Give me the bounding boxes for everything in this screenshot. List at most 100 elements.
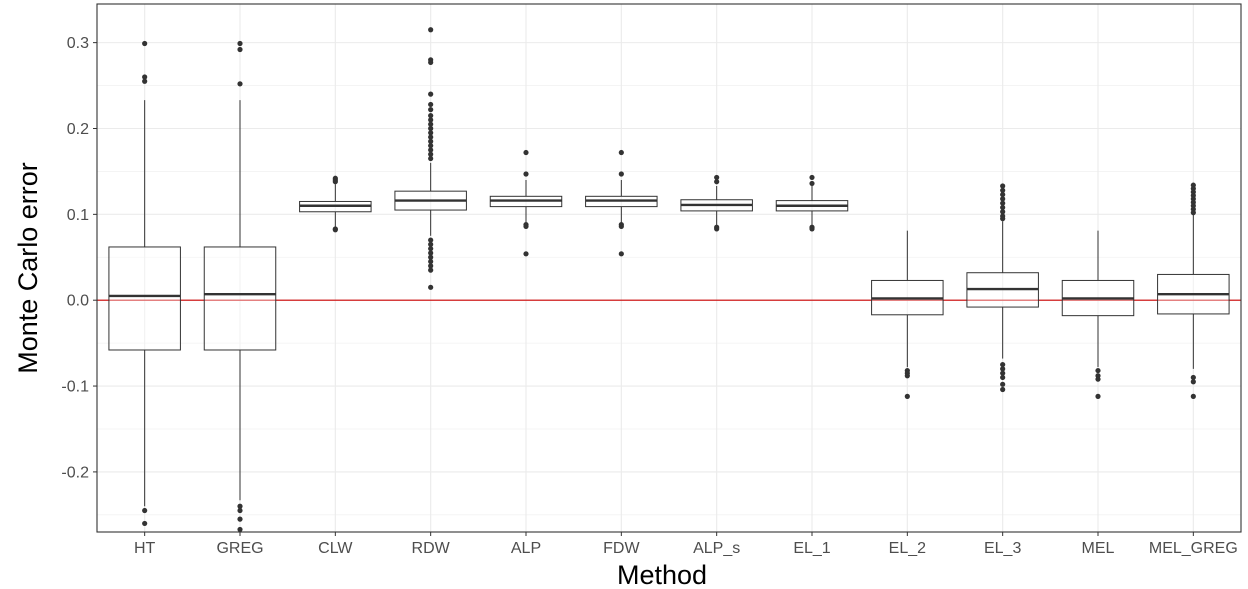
outlier-point [1190,393,1196,399]
outlier-point [714,174,720,181]
box-el-1 [775,174,849,232]
outlier-point [428,258,434,265]
outlier-point [523,251,529,257]
outlier-point [1000,187,1006,193]
outlier-point [428,121,434,127]
outlier-point [523,223,529,229]
outlier-point [142,74,148,80]
box-alp [489,149,563,257]
outlier-point [428,143,434,149]
x-tick-label: EL_2 [889,540,926,557]
outlier-point [618,251,624,257]
axes: -0.2 -0.1 0.0 0.1 0.2 0.3 HT GREG CLW RDW ALP FDW AL… [61,3,1242,557]
outlier-point [428,155,434,162]
plot-panel [97,4,1241,532]
outlier-point [237,507,243,514]
outlier-point [1000,374,1006,381]
box-marks [108,27,1230,533]
outlier-point [428,113,434,119]
box-iqr [203,246,277,351]
x-tick-label: EL_1 [793,540,830,557]
outlier-point [1190,374,1196,381]
outlier-point [428,250,434,256]
x-axis-title: Method [617,560,707,589]
outlier-point [1000,381,1006,387]
outlier-point [428,91,434,97]
y-tick-label: 0.1 [67,207,89,224]
x-tick-label: EL_3 [984,540,1021,557]
outlier-point [237,503,243,509]
outlier-point [1000,209,1006,215]
outlier-point [1190,379,1196,385]
y-tick-label: 0.2 [67,121,89,138]
outlier-point [1000,191,1006,198]
x-tick-label: MEL_GREG [1149,540,1238,557]
outlier-point [1095,376,1101,382]
outlier-point [237,526,243,533]
x-tick-label: FDW [603,540,640,557]
outlier-point [428,151,434,157]
outlier-point [142,78,148,84]
outlier-point [142,520,148,527]
box-el-2 [871,230,944,399]
outlier-point [428,134,434,140]
outlier-point [1095,367,1101,374]
x-tick-label: ALP [511,540,541,557]
x-tick-label: RDW [412,540,451,557]
outlier-point [714,226,720,232]
outlier-point [1000,366,1006,372]
outlier-point [332,227,338,233]
y-tick-label: -0.2 [61,464,89,481]
outlier-point [904,393,910,399]
outlier-point [618,149,624,156]
panel-border [96,3,1242,533]
outlier-point [428,27,434,33]
outlier-point [428,138,434,144]
box-mel-greg [1157,182,1230,399]
y-axis-title: Monte Carlo error [13,162,43,374]
box-alp-s [680,174,753,232]
outlier-point [523,149,529,156]
outlier-point [237,40,243,47]
x-tick-label: HT [134,540,156,557]
outlier-point [428,130,434,136]
outlier-point [1190,210,1196,216]
outlier-point [1000,361,1006,368]
outlier-point [237,81,243,87]
x-tick-label: MEL [1082,540,1115,557]
outlier-point [142,507,148,514]
outlier-point [523,171,529,177]
outlier-point [428,101,434,108]
x-tick-label: CLW [318,540,353,557]
box-fdw [585,149,658,257]
outlier-point [428,254,434,260]
outlier-point [1000,216,1006,222]
outlier-point [428,117,434,123]
outlier-point [237,516,243,522]
panel-background [97,4,1241,532]
outlier-point [1000,386,1006,393]
outlier-point [618,171,624,177]
outlier-point [1000,196,1006,202]
outlier-point [1000,183,1006,189]
outlier-point [142,40,148,47]
outlier-point [1000,204,1006,211]
box-clw [299,175,372,233]
y-tick-label: 0.0 [67,293,89,310]
outlier-point [428,125,434,132]
outlier-point [428,263,434,269]
outlier-point [428,237,434,243]
outlier-point [714,179,720,185]
y-tick-label: -0.1 [61,379,89,396]
x-tick-label: GREG [216,540,263,557]
outlier-point [809,174,815,181]
outlier-point [428,267,434,273]
outlier-point [428,59,434,65]
outlier-point [332,179,338,185]
box-greg [203,40,277,533]
outlier-point [428,284,434,290]
outlier-point [809,180,815,187]
outlier-point [428,246,434,252]
outlier-point [809,226,815,232]
